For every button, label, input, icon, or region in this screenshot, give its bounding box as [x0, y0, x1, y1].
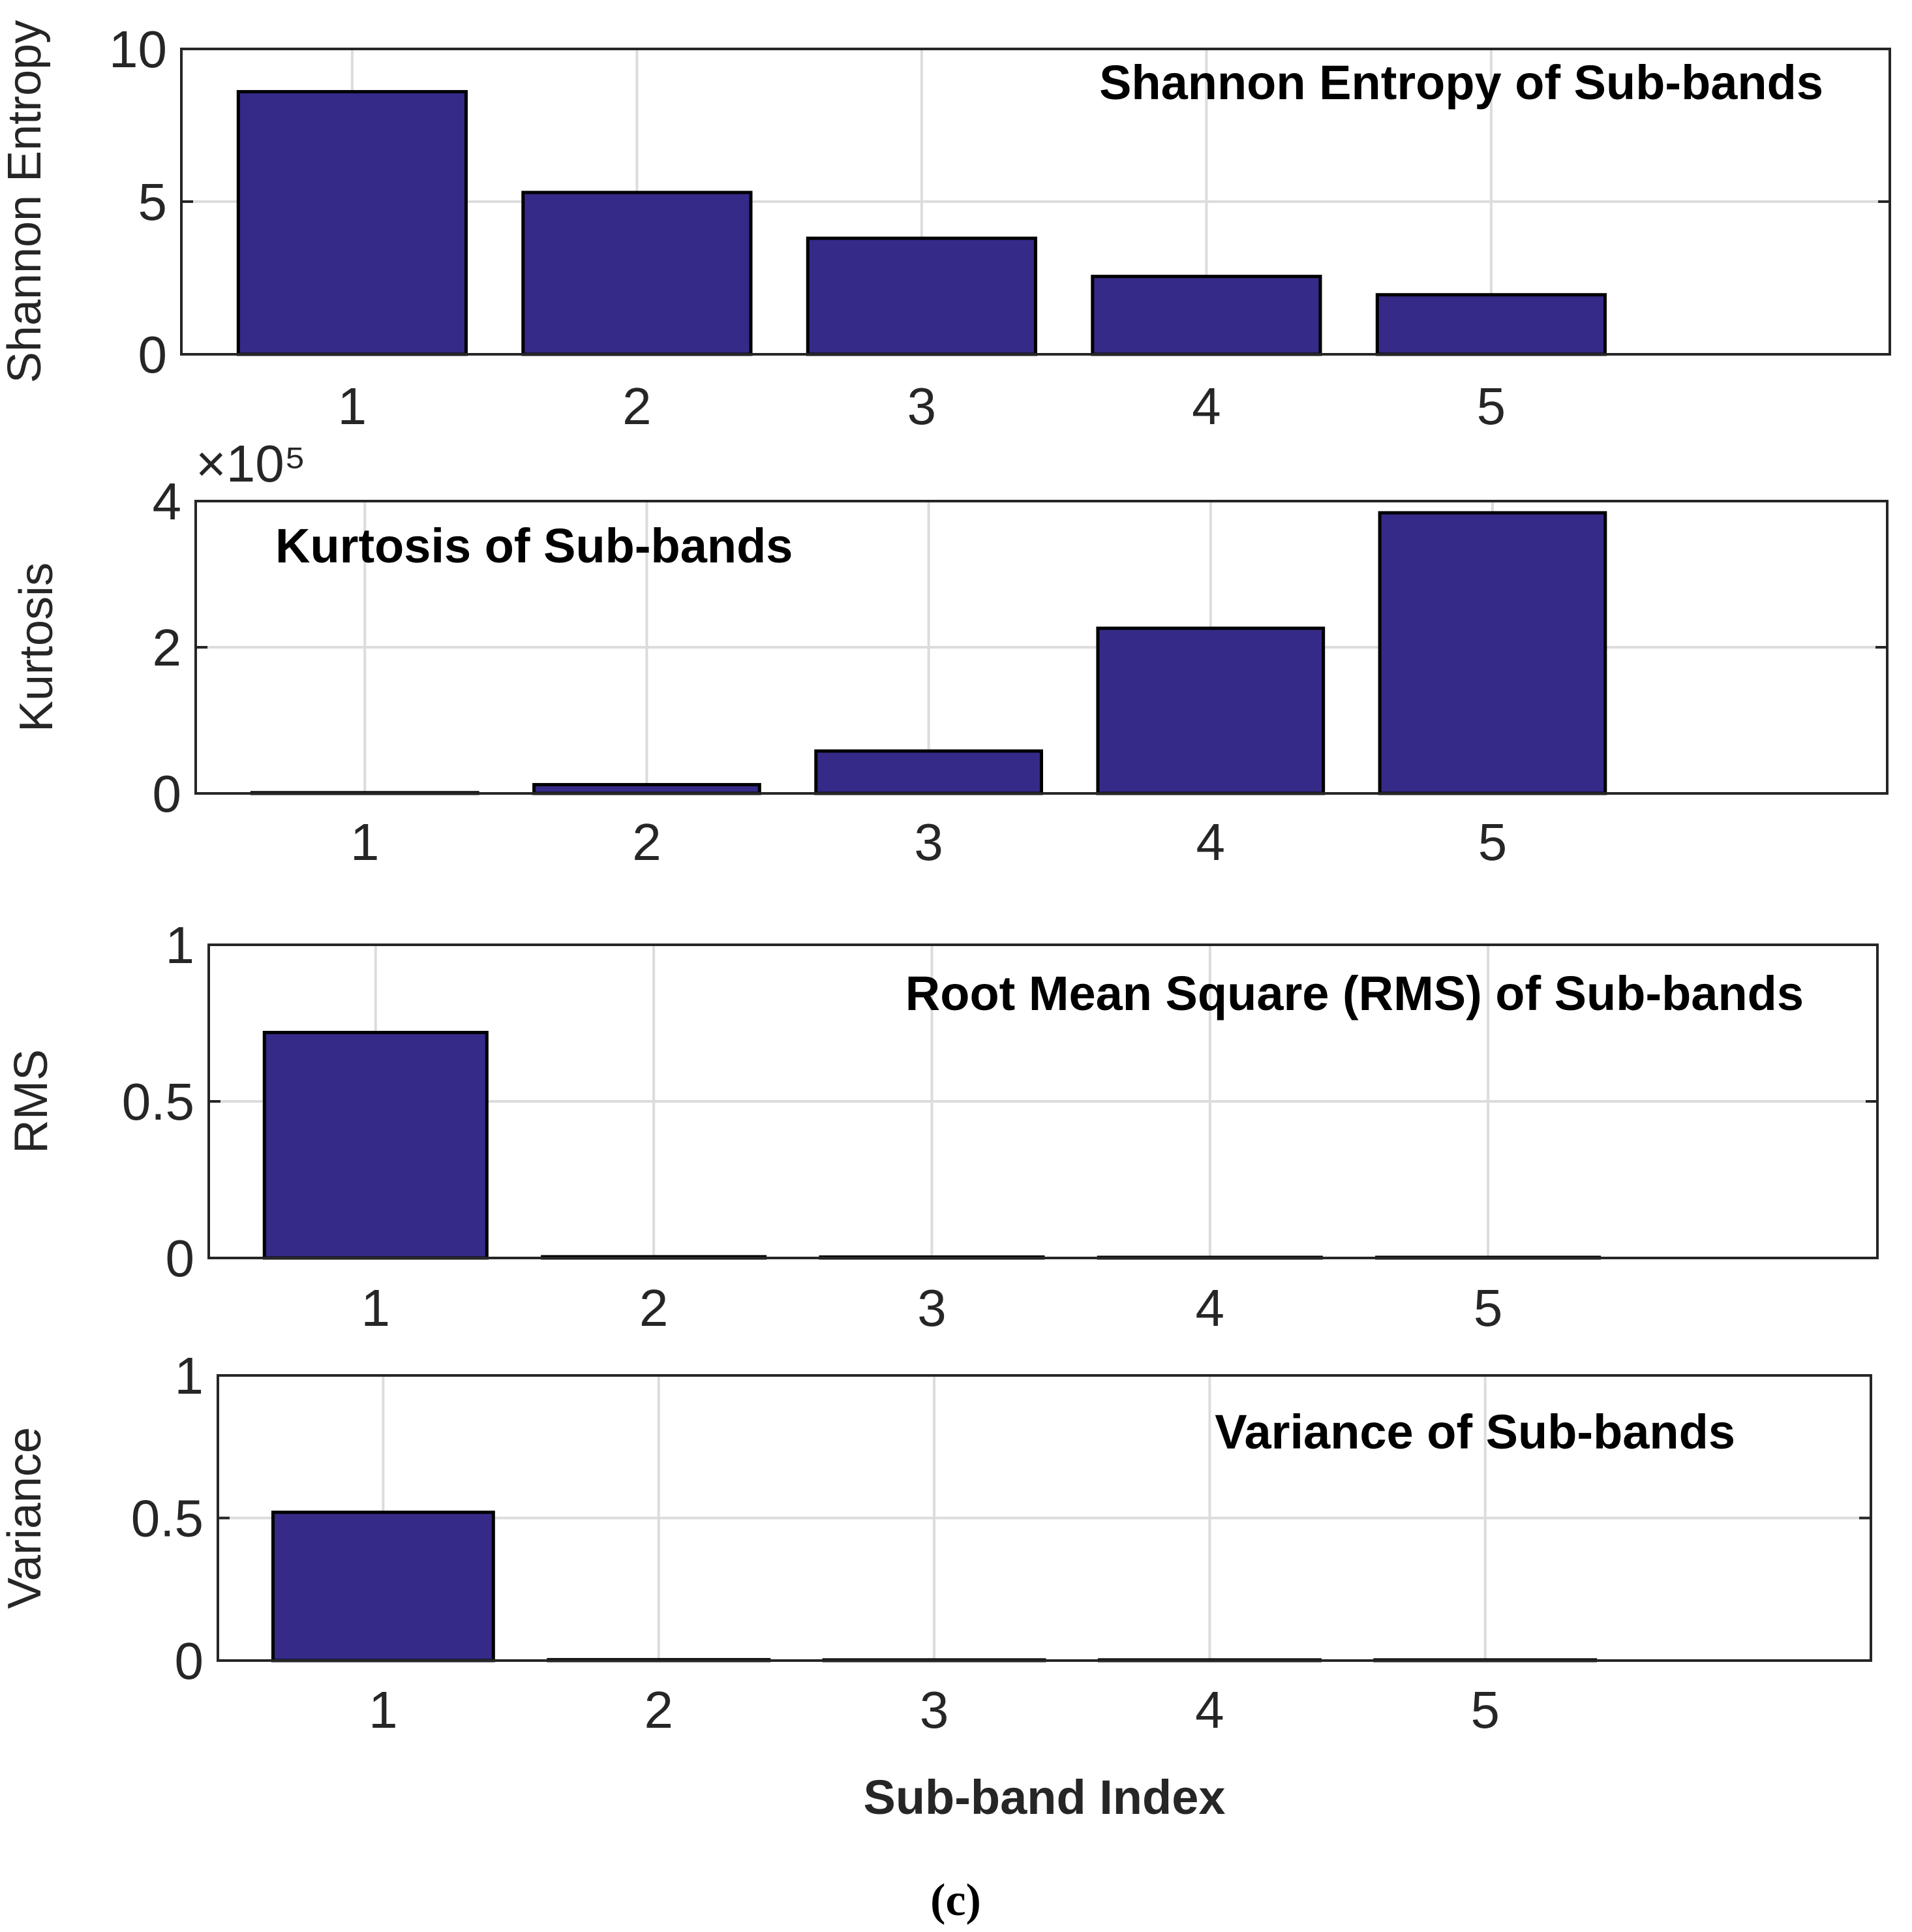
x-tick-label: 1 — [338, 377, 367, 435]
x-tick-label: 5 — [1477, 377, 1506, 435]
y-axis-label: Variance — [0, 1427, 51, 1609]
x-tick-label: 1 — [369, 1681, 398, 1739]
x-tick-label: 3 — [914, 813, 943, 871]
x-tick-label: 2 — [644, 1681, 673, 1739]
y-tick-label: 1 — [175, 1347, 204, 1405]
y-exponent-label: ×10⁵ — [196, 435, 306, 493]
y-axis-label: Shannon Entropy — [0, 20, 51, 383]
x-tick-label: 4 — [1195, 1681, 1224, 1739]
bar-5 — [1375, 293, 1607, 356]
subplot-title: Variance of Sub-bands — [1215, 1405, 1735, 1459]
subplot-title: Kurtosis of Sub-bands — [275, 519, 793, 573]
bar-3 — [814, 749, 1044, 795]
x-tick-label: 1 — [350, 813, 380, 871]
bar-5 — [1378, 511, 1607, 795]
x-tick-label: 3 — [920, 1681, 949, 1739]
y-axis-label: RMS — [5, 1049, 57, 1154]
bar-3 — [806, 236, 1038, 356]
y-axis-label: Kurtosis — [10, 562, 63, 732]
x-tick-label: 5 — [1470, 1681, 1500, 1739]
subplot-title: Shannon Entropy of Sub-bands — [1099, 55, 1823, 110]
y-tick-label: 0.5 — [122, 1073, 194, 1131]
x-tick-label: 2 — [632, 813, 661, 871]
x-tick-label: 5 — [1478, 813, 1508, 871]
subplot-2: 0 2 4 1 2 3 4 5 Kurtosis ×10⁵ Kurtosis of Sub-band… — [10, 435, 1889, 871]
y-tick-label: 4 — [153, 472, 182, 530]
y-tick-label: 0 — [166, 1229, 195, 1287]
y-tick-label: 0 — [175, 1632, 204, 1690]
y-tick-label: 1 — [166, 916, 195, 974]
x-axis-label: Sub-band Index — [864, 1770, 1226, 1824]
x-tick-label: 4 — [1192, 377, 1221, 435]
y-tick-label: 10 — [109, 20, 167, 78]
x-tick-label: 2 — [622, 377, 652, 435]
bar-1 — [262, 1030, 489, 1260]
x-tick-label: 3 — [917, 1279, 947, 1337]
bar-1 — [271, 1510, 495, 1663]
subplot-3: 0 0.5 1 1 2 3 4 5 RMS Root Mean Square (RMS) of S… — [5, 916, 1879, 1337]
y-tick-label: 0 — [138, 326, 168, 384]
x-tick-label: 5 — [1474, 1279, 1503, 1337]
bar-2 — [521, 191, 753, 356]
x-tick-label: 1 — [361, 1279, 391, 1337]
y-tick-label: 0 — [153, 765, 182, 823]
bar-1 — [236, 90, 468, 356]
bar-4 — [1091, 275, 1322, 356]
x-tick-label: 4 — [1196, 1279, 1225, 1337]
x-tick-label: 4 — [1196, 813, 1226, 871]
y-tick-label: 0.5 — [131, 1490, 204, 1548]
y-tick-label: 2 — [153, 619, 182, 677]
subplot-title: Root Mean Square (RMS) of Sub-bands — [905, 966, 1804, 1020]
y-tick-label: 5 — [138, 173, 168, 231]
x-tick-label: 3 — [907, 377, 937, 435]
figure-caption: (c) — [930, 1875, 981, 1925]
x-tick-label: 2 — [639, 1279, 669, 1337]
bar-2 — [532, 783, 761, 795]
subplot-1: 0 5 10 1 2 3 4 5 Shannon Entropy Shannon Entropy … — [0, 20, 1891, 435]
bar-4 — [1096, 626, 1326, 795]
subplot-4: 0 0.5 1 1 2 3 4 5 Variance Variance of Sub-bands S… — [0, 1347, 1872, 1824]
